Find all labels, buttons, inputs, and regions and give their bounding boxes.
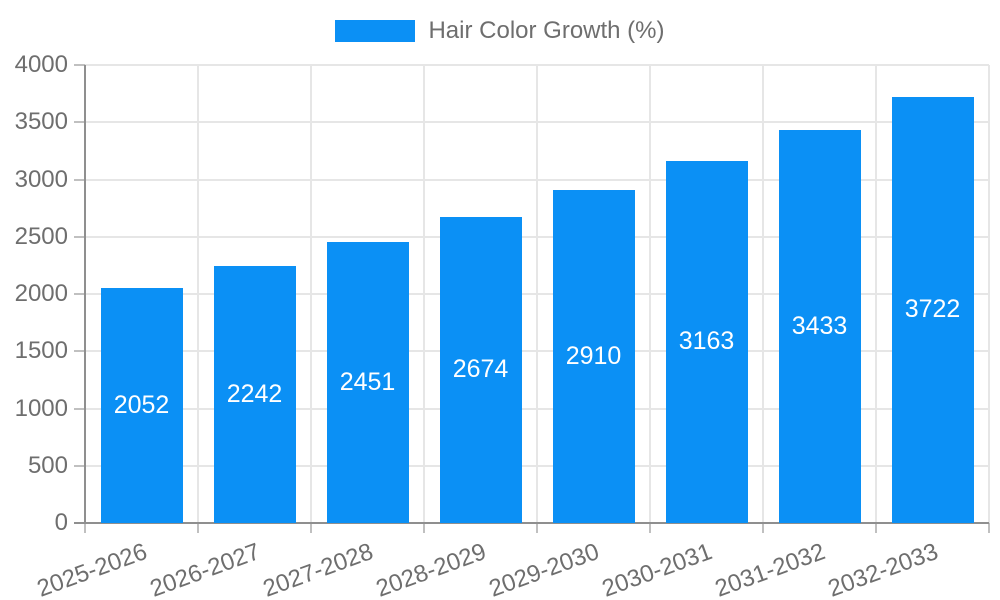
bar-value-label: 2451 [339, 368, 396, 397]
bar[interactable]: 2242 [213, 266, 296, 523]
x-tick-mark [423, 523, 425, 533]
x-tick-mark [536, 523, 538, 533]
y-tick-label: 2000 [14, 280, 68, 307]
x-tick-mark [649, 523, 651, 533]
bar[interactable]: 3722 [891, 96, 974, 523]
x-tick-mark [875, 523, 877, 533]
y-tick-label: 3000 [14, 165, 68, 193]
x-tick-label: 2032-2033 [824, 538, 942, 600]
x-tick-label: 2030-2031 [598, 538, 716, 600]
x-gridline [762, 65, 764, 523]
legend-label: Hair Color Growth (%) [428, 17, 665, 44]
bar[interactable]: 2052 [100, 288, 183, 523]
y-tick-mark [74, 235, 85, 238]
x-tick-label: 2029-2030 [485, 538, 603, 600]
x-tick-mark [197, 523, 199, 533]
legend-swatch [335, 20, 416, 42]
bar-value-label: 2910 [565, 341, 622, 370]
y-tick-label: 4000 [14, 51, 68, 78]
bar-value-label: 2242 [226, 380, 283, 409]
y-tick-mark [74, 121, 85, 124]
y-tick-mark [74, 293, 85, 295]
x-tick-mark [762, 523, 764, 533]
bar[interactable]: 3433 [778, 129, 861, 523]
x-tick-label: 2031-2032 [711, 538, 829, 600]
y-tick-label: 2500 [14, 222, 68, 250]
x-gridline [197, 65, 199, 523]
x-tick-label: 2025-2026 [33, 538, 151, 600]
x-gridline [536, 65, 538, 523]
y-tick-label: 500 [27, 451, 68, 479]
bar-value-label: 2674 [452, 355, 509, 384]
x-gridline [310, 65, 312, 523]
y-tick-mark [74, 407, 85, 410]
x-tick-label: 2027-2028 [259, 538, 377, 600]
bar[interactable]: 2451 [326, 242, 409, 523]
bar-value-label: 3433 [791, 311, 848, 340]
y-tick-label: 1000 [14, 394, 68, 422]
y-tick-label: 0 [54, 509, 68, 536]
x-tick-mark [988, 523, 990, 533]
y-tick-mark [74, 464, 85, 467]
x-axis-line [74, 522, 989, 524]
y-tick-mark [74, 178, 85, 181]
y-tick-label: 1500 [14, 337, 68, 365]
y-tick-mark [74, 64, 85, 66]
y-tick-mark [74, 350, 85, 353]
bar-value-label: 3722 [904, 295, 961, 324]
y-axis-line [84, 65, 86, 523]
y-tick-label: 3500 [14, 108, 68, 136]
bar[interactable]: 3163 [665, 160, 748, 523]
bar[interactable]: 2910 [552, 189, 635, 523]
x-tick-label: 2026-2027 [146, 538, 264, 600]
x-tick-mark [310, 523, 312, 533]
x-gridline [649, 65, 651, 523]
x-tick-label: 2028-2029 [372, 538, 490, 600]
bar[interactable]: 2674 [439, 216, 522, 523]
x-gridline [423, 65, 425, 523]
x-gridline [988, 65, 990, 523]
x-gridline [875, 65, 877, 523]
bar-value-label: 2052 [113, 391, 170, 419]
bar-value-label: 3163 [678, 327, 735, 356]
legend[interactable]: Hair Color Growth (%) [0, 16, 1000, 46]
x-tick-mark [84, 523, 86, 533]
